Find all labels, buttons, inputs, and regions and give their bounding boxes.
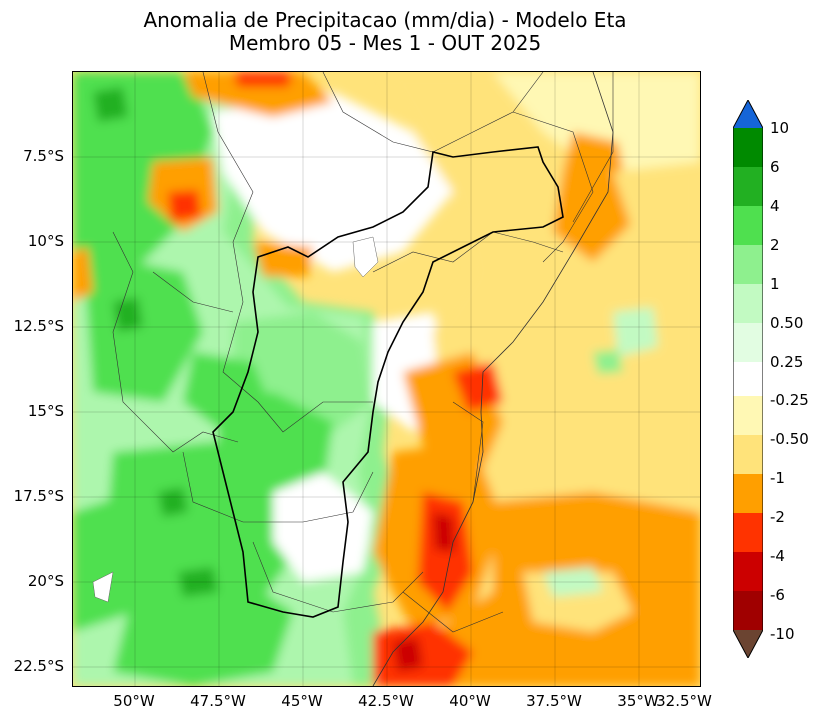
colorbar-segment (733, 167, 763, 206)
lon-label: 37.5°W (526, 692, 582, 710)
precipitation-anomaly-map (72, 71, 701, 687)
lat-label: 15°S (27, 402, 64, 420)
colorbar-segment (733, 128, 763, 167)
colorbar-label: 2 (770, 236, 780, 254)
colorbar-label: -10 (770, 625, 795, 643)
colorbar-segment (733, 362, 763, 396)
lon-label: 45°W (281, 692, 323, 710)
basin-outline (212, 146, 564, 618)
colorbar-segment (733, 552, 763, 591)
map-title-line1: Anomalia de Precipitacao (mm/dia) - Mode… (143, 8, 627, 32)
lon-label: 32.5°W (656, 692, 712, 710)
colorbar-segment (733, 323, 763, 362)
map-canvas (73, 72, 700, 686)
lat-label: 10°S (27, 232, 64, 250)
lat-label: 12.5°S (13, 317, 64, 335)
colorbar-label: 1 (770, 275, 780, 293)
colorbar-label: 10 (770, 119, 790, 137)
colorbar-label: -0.50 (770, 430, 809, 448)
colorbar (733, 100, 763, 658)
colorbar-label: -1 (770, 469, 785, 487)
colorbar-extend-max (733, 100, 763, 128)
colorbar-segment (733, 591, 763, 630)
colorbar-segment (733, 513, 763, 552)
anomaly-fields (73, 72, 700, 686)
lat-label: 7.5°S (23, 147, 64, 165)
reservoir (92, 571, 114, 603)
colorbar-segment (733, 245, 763, 284)
lon-label: 50°W (113, 692, 155, 710)
map-title-line2: Membro 05 - Mes 1 - OUT 2025 (228, 31, 542, 55)
reservoir (352, 236, 379, 278)
graticule (73, 72, 700, 686)
lat-label: 20°S (27, 572, 64, 590)
colorbar-label: -6 (770, 586, 785, 604)
colorbar-segment (733, 474, 763, 513)
colorbar-label: 6 (770, 158, 780, 176)
colorbar-label: -4 (770, 547, 785, 565)
lat-label: 22.5°S (13, 657, 64, 675)
colorbar-segment (733, 396, 763, 435)
colorbar-extend-min (733, 630, 763, 658)
lon-label: 35°W (617, 692, 659, 710)
lon-label: 40°W (449, 692, 491, 710)
colorbar-label: 0.50 (770, 314, 804, 332)
colorbar-label: 0.25 (770, 353, 804, 371)
colorbar-label: -0.25 (770, 391, 809, 409)
lat-label: 17.5°S (13, 487, 64, 505)
colorbar-segment (733, 206, 763, 245)
colorbar-segment (733, 284, 763, 323)
colorbar-label: -2 (770, 508, 785, 526)
colorbar-segment (733, 435, 763, 474)
lon-label: 42.5°W (358, 692, 414, 710)
lon-label: 47.5°W (190, 692, 246, 710)
colorbar-label: 4 (770, 197, 780, 215)
coastline (372, 72, 614, 686)
